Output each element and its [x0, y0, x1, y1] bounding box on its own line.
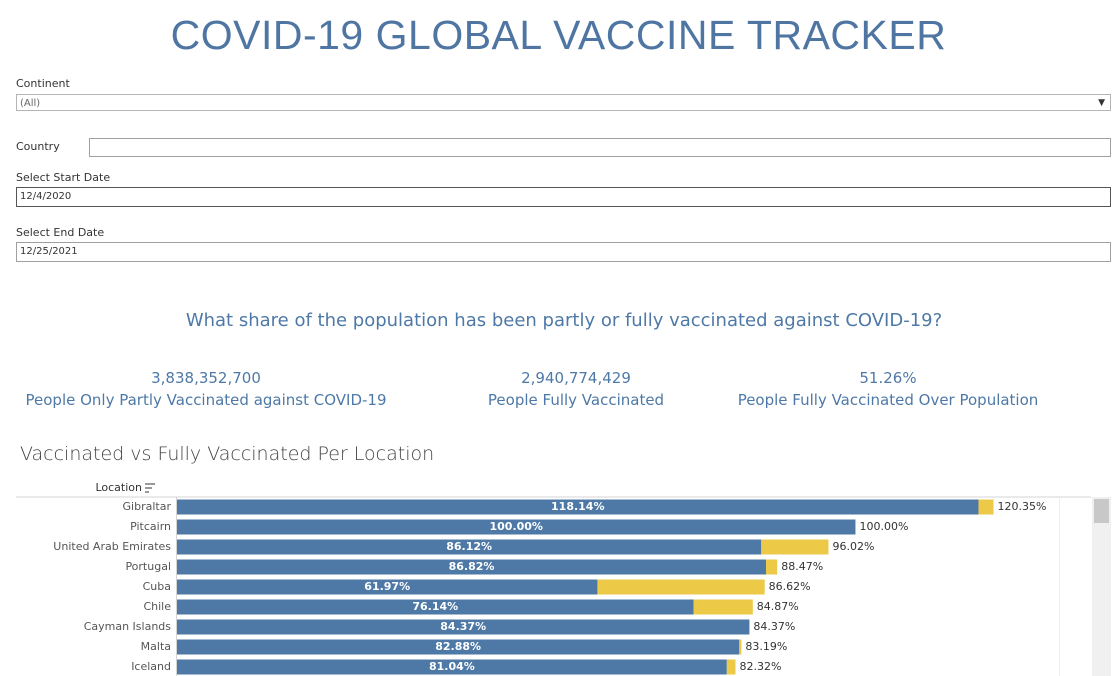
scrollbar[interactable] [1092, 497, 1111, 676]
total-label: 96.02% [832, 540, 874, 553]
sort-icon [145, 483, 155, 493]
value-label: 61.97% [364, 580, 410, 593]
bar [177, 559, 767, 575]
total-label: 88.47% [781, 560, 823, 573]
y-tick-label: United Arab Emirates [53, 540, 171, 553]
kpi-value: 3,838,352,700 [151, 369, 261, 387]
question: What share of the population has been pa… [185, 310, 943, 331]
bar [739, 639, 742, 655]
bar [597, 579, 765, 595]
kpi: 2,940,774,429 People Fully Vaccinated [366, 369, 786, 409]
bar [693, 599, 753, 615]
kpi: 51.26% People Fully Vaccinated Over Popul… [678, 369, 1098, 409]
bar [177, 599, 694, 615]
total-label: 84.87% [757, 600, 799, 613]
kpi-label: People Fully Vaccinated Over Population [737, 391, 1039, 409]
y-tick-label: Gibraltar [123, 500, 172, 513]
start-date-input[interactable]: 12/4/2020 [16, 187, 1111, 207]
kpi-label: People Only Partly Vaccinated against CO… [25, 391, 387, 409]
y-tick-label: Pitcairn [130, 520, 171, 533]
filter-label: Continent [16, 77, 70, 90]
total-label: 86.62% [769, 580, 811, 593]
y-tick-label: Portugal [125, 560, 171, 573]
filter-value: 12/4/2020 [20, 191, 72, 202]
dropdown-arrow: ▼ [1098, 98, 1105, 108]
value-label: 86.12% [446, 540, 492, 553]
kpi-value: 2,940,774,429 [521, 369, 631, 387]
y-tick-label: Cayman Islands [84, 620, 172, 633]
filter-value: (All) [20, 98, 41, 109]
bar [726, 659, 736, 675]
kpi-value: 51.26% [859, 369, 917, 387]
chart: Location Gibraltar 118.14% 120.35% Pitcairn… [16, 481, 1111, 676]
value-label: 82.88% [435, 640, 481, 653]
value-label: 86.82% [449, 560, 495, 573]
bar [761, 539, 829, 555]
kpi: 3,838,352,700 People Only Partly Vaccinat… [0, 369, 416, 409]
y-tick-label: Cuba [143, 580, 171, 593]
filter-label: Select End Date [16, 226, 105, 239]
filter-value: 12/25/2021 [20, 246, 78, 257]
y-tick-label: Chile [143, 600, 171, 613]
bar [177, 579, 598, 595]
chart-title: Vaccinated vs Fully Vaccinated Per Locat… [20, 443, 435, 465]
bar [177, 499, 979, 515]
total-label: 84.37% [753, 620, 795, 633]
bar [177, 639, 740, 655]
bar [177, 539, 762, 555]
value-label: 76.14% [412, 600, 458, 613]
country-input[interactable] [89, 138, 1111, 157]
bar [177, 519, 856, 535]
axis-label: Location [95, 481, 142, 494]
value-label: 81.04% [429, 660, 475, 673]
filter-label: Country [16, 140, 60, 153]
end-date-input[interactable]: 12/25/2021 [16, 242, 1111, 262]
bar [177, 659, 727, 675]
value-label: 84.37% [440, 620, 486, 633]
total-label: 83.19% [745, 640, 787, 653]
bar [978, 499, 994, 515]
kpi-label: People Fully Vaccinated [487, 391, 665, 409]
continent-dropdown[interactable]: (All) ▼ [16, 94, 1111, 111]
total-label: 100.00% [859, 520, 908, 533]
total-label: 120.35% [998, 500, 1047, 513]
bar [766, 559, 778, 575]
page-title: COVID-19 GLOBAL VACCINE TRACKER [170, 12, 947, 58]
filter-label: Select Start Date [16, 171, 111, 184]
total-label: 82.32% [740, 660, 782, 673]
y-tick-label: Iceland [131, 660, 171, 673]
scrollbar-thumb[interactable] [1094, 499, 1109, 523]
y-tick-label: Malta [141, 640, 171, 653]
value-label: 100.00% [489, 520, 542, 533]
bar [177, 619, 750, 635]
value-label: 118.14% [551, 500, 604, 513]
